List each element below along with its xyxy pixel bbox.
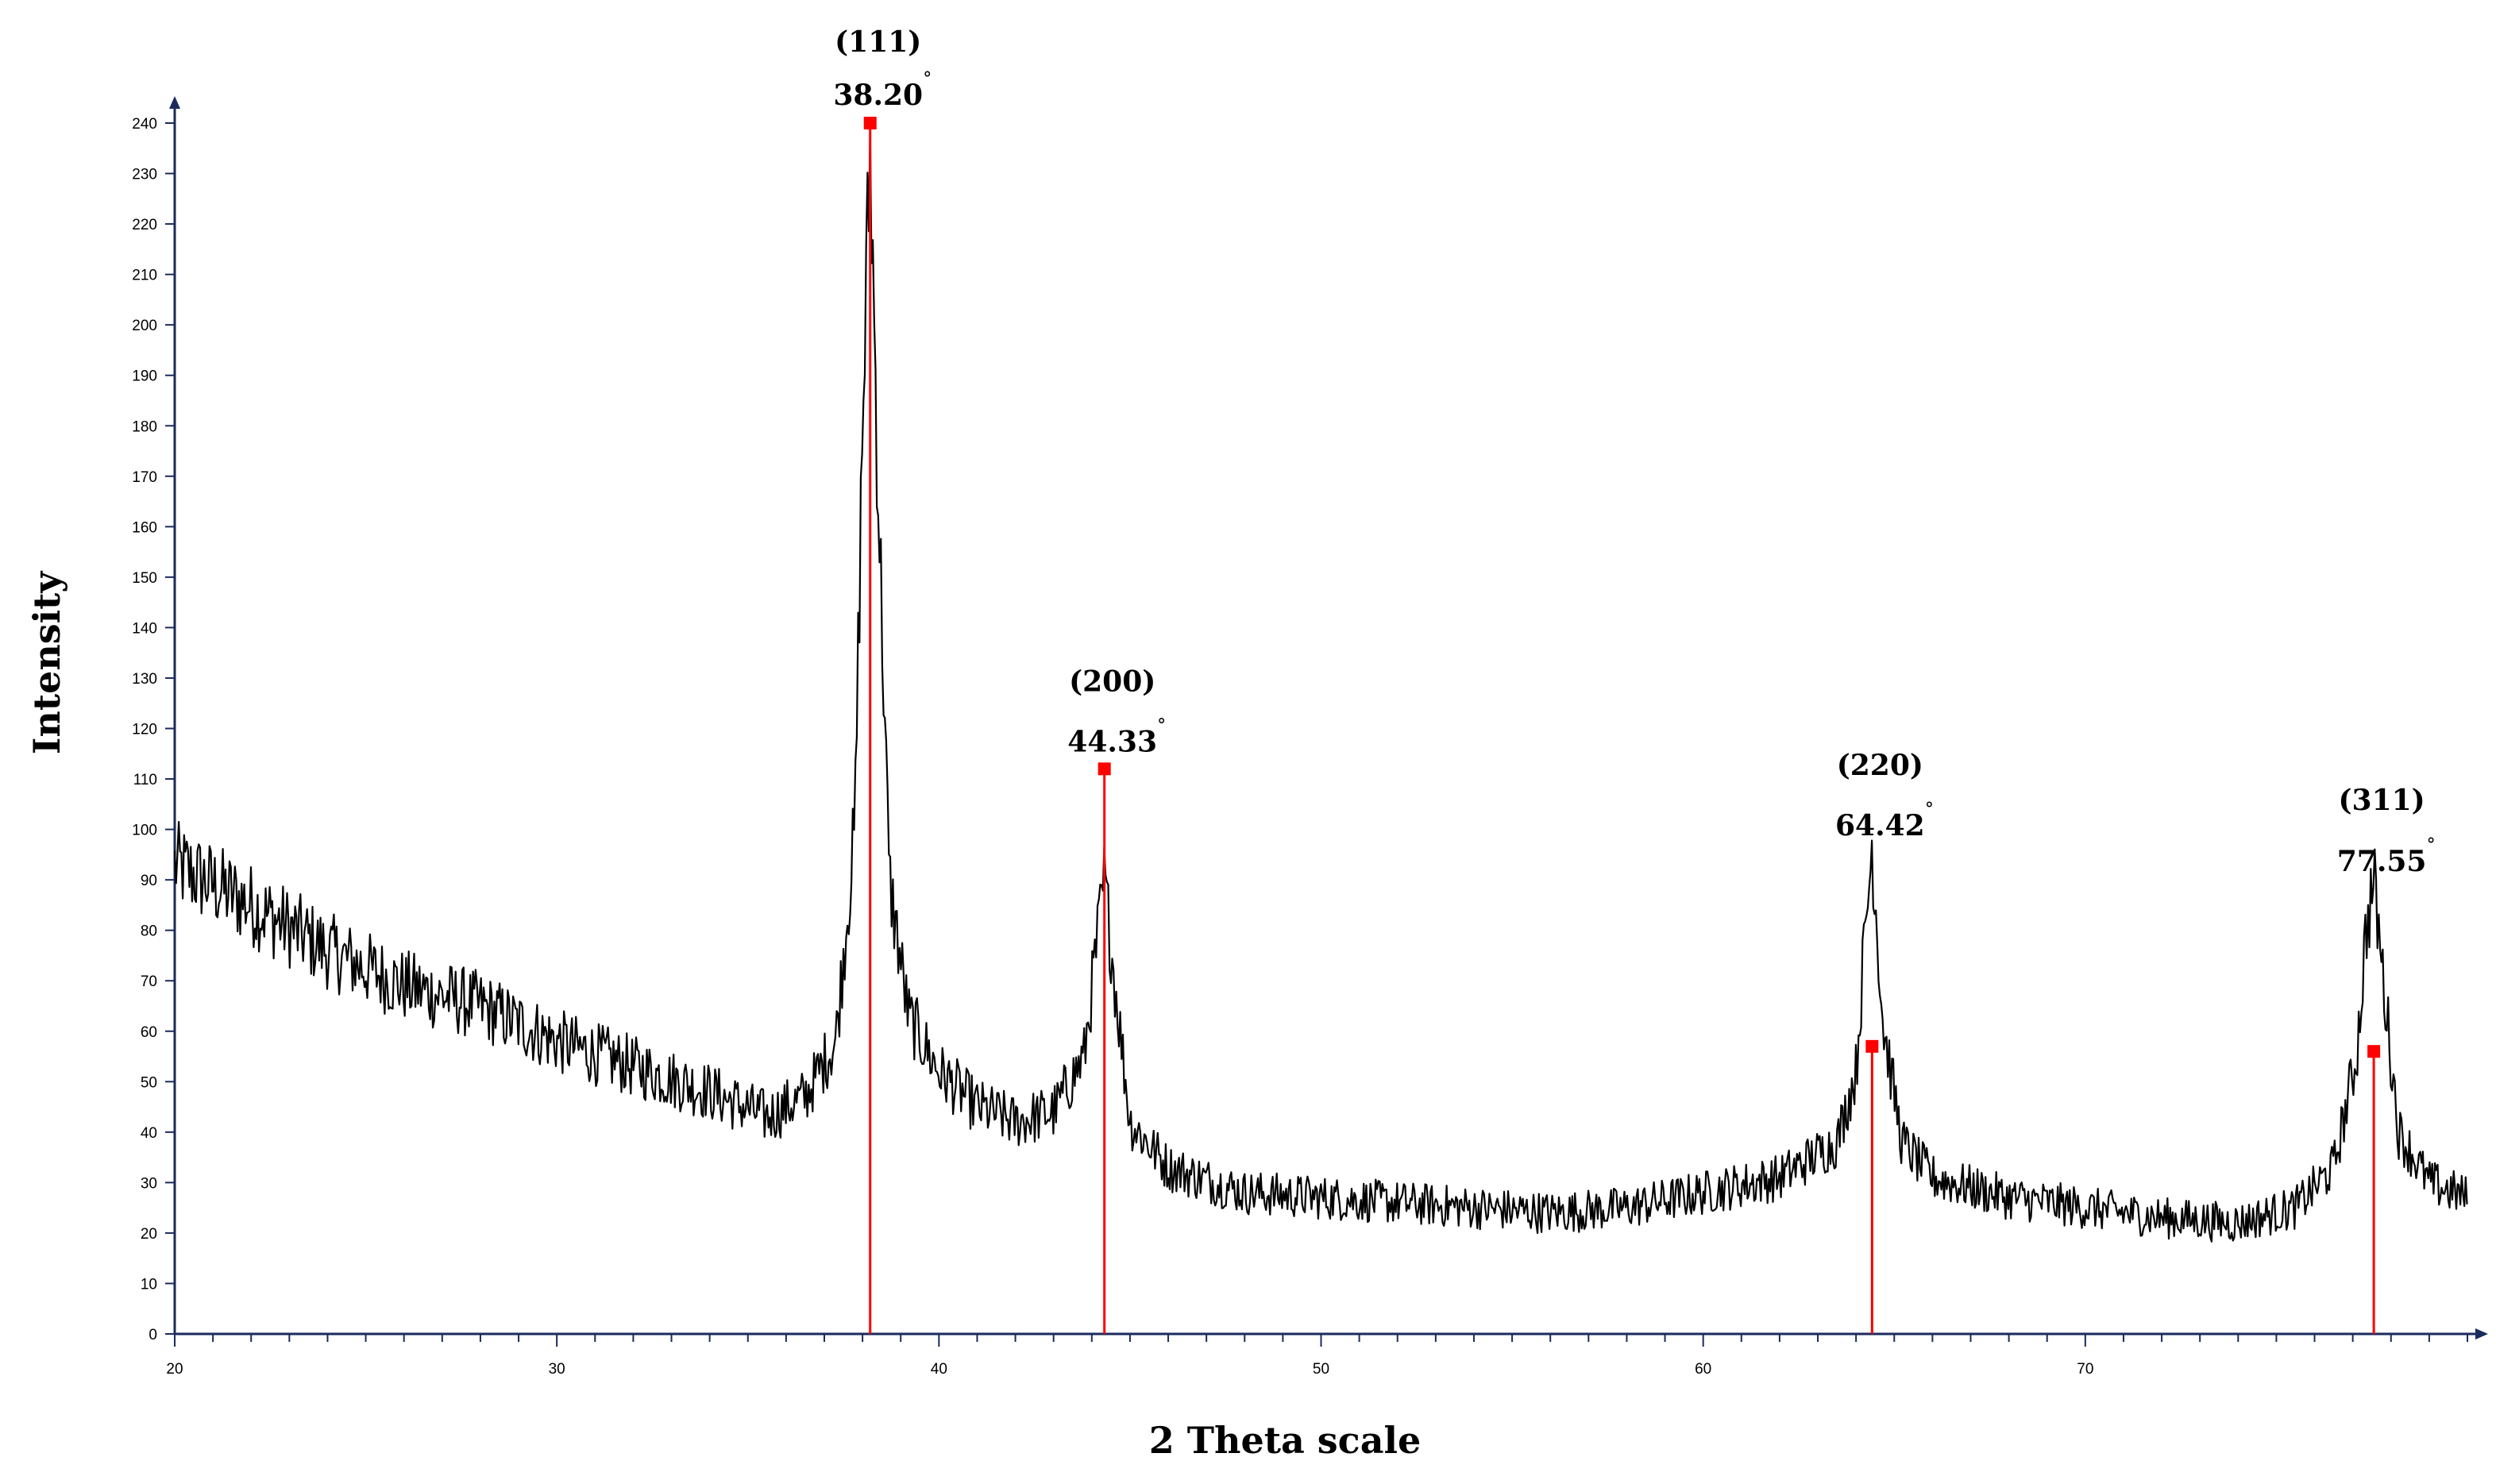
y-tick-label: 170: [132, 469, 157, 486]
y-tick-label: 40: [141, 1125, 157, 1142]
x-tick-label: 60: [1695, 1361, 1711, 1378]
y-axis-arrow-icon: [169, 96, 180, 109]
y-tick-label: 70: [141, 973, 157, 990]
x-tick-label: 70: [2077, 1361, 2093, 1378]
peak-angle-label: 38.20: [833, 79, 923, 112]
y-tick-label: 10: [141, 1276, 157, 1293]
reference-peaks: (111)38.20 °(200)44.33 °(220)64.42 ° (311)77…: [833, 25, 2436, 1334]
y-axis-title: Intensity: [25, 571, 68, 755]
x-tick-label: 30: [549, 1361, 565, 1378]
y-tick-label: 0: [149, 1327, 157, 1343]
y-tick-label: 50: [141, 1074, 157, 1091]
reference-peak-marker: [863, 117, 877, 129]
peak-degree-symbol: °: [1925, 800, 1934, 819]
peak-hkl-label: (220): [1837, 749, 1923, 782]
peak-degree-symbol: °: [1157, 715, 1166, 735]
x-axis-arrow-icon: [2475, 1328, 2488, 1339]
y-tick-label: 210: [132, 268, 157, 284]
y-tick-label: 80: [141, 923, 157, 940]
y-tick-label: 200: [132, 318, 157, 334]
peak-angle-label: 44.33: [1067, 725, 1157, 758]
reference-peak-marker: [1865, 1039, 1879, 1053]
plot-area: 0 10 20 30 40 50 60 70 80 90 100 110 120 130 140 150 160…: [132, 25, 2488, 1378]
y-tick-label: 240: [132, 116, 157, 133]
x-ticks: 20 30 40 50 60 70: [166, 1334, 2468, 1378]
y-tick-label: 180: [132, 418, 157, 435]
y-tick-label: 230: [132, 167, 157, 183]
x-tick-label: 40: [931, 1361, 947, 1378]
y-tick-label: 30: [141, 1175, 157, 1192]
peak-angle-label: 77.55: [2337, 845, 2427, 878]
reference-peak-marker: [1098, 762, 1111, 776]
y-tick-label: 160: [132, 519, 157, 536]
peak-hkl-label: (111): [835, 25, 921, 59]
y-tick-label: 60: [141, 1024, 157, 1041]
reference-peak-marker: [2367, 1045, 2381, 1058]
y-tick-label: 90: [141, 873, 157, 889]
y-tick-label: 110: [133, 772, 157, 788]
x-axis-title: 2 Theta scale: [1149, 1419, 1421, 1462]
x-tick-label: 50: [1313, 1361, 1329, 1378]
x-tick-label: 20: [166, 1361, 183, 1378]
peak-degree-symbol: °: [923, 69, 932, 89]
y-tick-label: 140: [132, 620, 157, 637]
peak-degree-symbol: °: [2427, 835, 2436, 855]
peak-hkl-label: (311): [2339, 784, 2425, 817]
diffraction-pattern-line: [173, 128, 2468, 1243]
y-tick-label: 100: [132, 823, 157, 839]
y-ticks: 0 10 20 30 40 50 60 70 80 90 100 110 120 130 140 150 160…: [132, 116, 175, 1343]
peak-hkl-label: (200): [1069, 665, 1155, 698]
y-tick-label: 150: [132, 570, 157, 587]
y-tick-label: 190: [132, 368, 157, 385]
y-tick-label: 120: [132, 722, 157, 738]
y-tick-label: 220: [132, 217, 157, 233]
peak-angle-label: 64.42: [1835, 809, 1925, 842]
y-tick-label: 130: [132, 671, 157, 688]
y-tick-label: 20: [141, 1226, 157, 1243]
